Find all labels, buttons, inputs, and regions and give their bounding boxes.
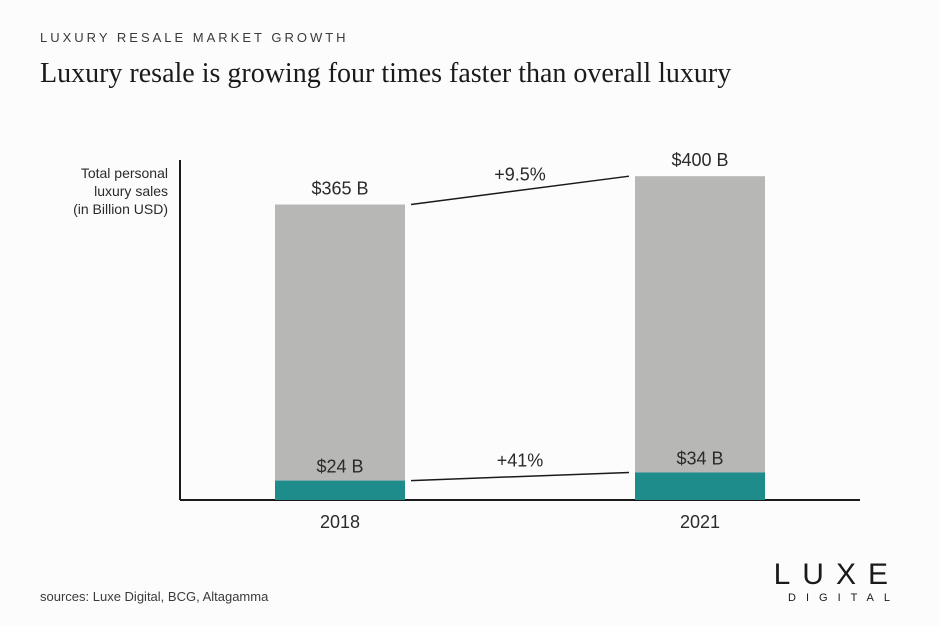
chart: Total personal luxury sales (in Billion US… xyxy=(40,150,900,530)
bar-total xyxy=(635,176,765,472)
brand-logo-main: LUXE xyxy=(774,560,900,590)
x-tick-label: 2018 xyxy=(320,512,360,532)
growth-sub-label: +41% xyxy=(497,451,544,471)
brand-logo: LUXE DIGITAL xyxy=(774,560,900,604)
bar-total xyxy=(275,205,405,481)
bar-sub xyxy=(635,472,765,500)
page: LUXURY RESALE MARKET GROWTH Luxury resal… xyxy=(0,0,940,626)
bar-sub xyxy=(275,481,405,500)
y-axis-label: luxury sales xyxy=(94,183,168,199)
y-axis-label: (in Billion USD) xyxy=(73,201,168,217)
y-axis-label: Total personal xyxy=(81,165,168,181)
chart-title: Luxury resale is growing four times fast… xyxy=(40,58,731,90)
bar-sub-label: $24 B xyxy=(316,457,363,477)
brand-logo-sub: DIGITAL xyxy=(774,592,900,604)
bar-total-label: $365 B xyxy=(311,179,368,199)
bar-total-label: $400 B xyxy=(671,150,728,170)
eyebrow: LUXURY RESALE MARKET GROWTH xyxy=(40,30,349,45)
growth-total-label: +9.5% xyxy=(494,164,546,184)
bar-sub-label: $34 B xyxy=(676,448,723,468)
x-tick-label: 2021 xyxy=(680,512,720,532)
connector-sub xyxy=(411,472,629,480)
sources-text: sources: Luxe Digital, BCG, Altagamma xyxy=(40,589,268,604)
